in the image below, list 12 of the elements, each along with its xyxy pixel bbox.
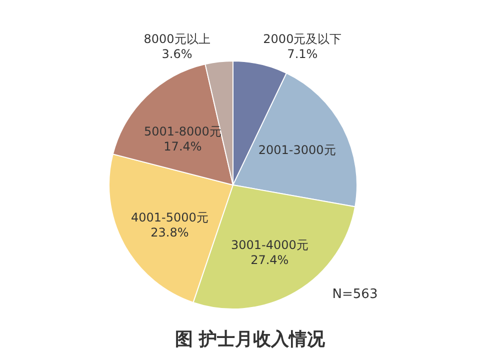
data-label: 23.8% [150, 225, 189, 240]
slice-label: 4001-5000元 [130, 210, 208, 224]
slice-label: 8000元以上 [144, 32, 210, 46]
text: N=563 [332, 287, 378, 302]
slice-label: 2000元及以下 [263, 32, 342, 46]
slice-label: 2001-3000元 [258, 143, 336, 158]
slice-label: 3001-4000元 [230, 238, 308, 252]
data-label: 27.4% [250, 252, 289, 267]
data-label: 7.1% [287, 47, 318, 61]
text: 图 护士月收入情况 [174, 329, 326, 350]
data-label: 17.4% [164, 139, 202, 154]
data-label: 3.6% [162, 47, 192, 61]
